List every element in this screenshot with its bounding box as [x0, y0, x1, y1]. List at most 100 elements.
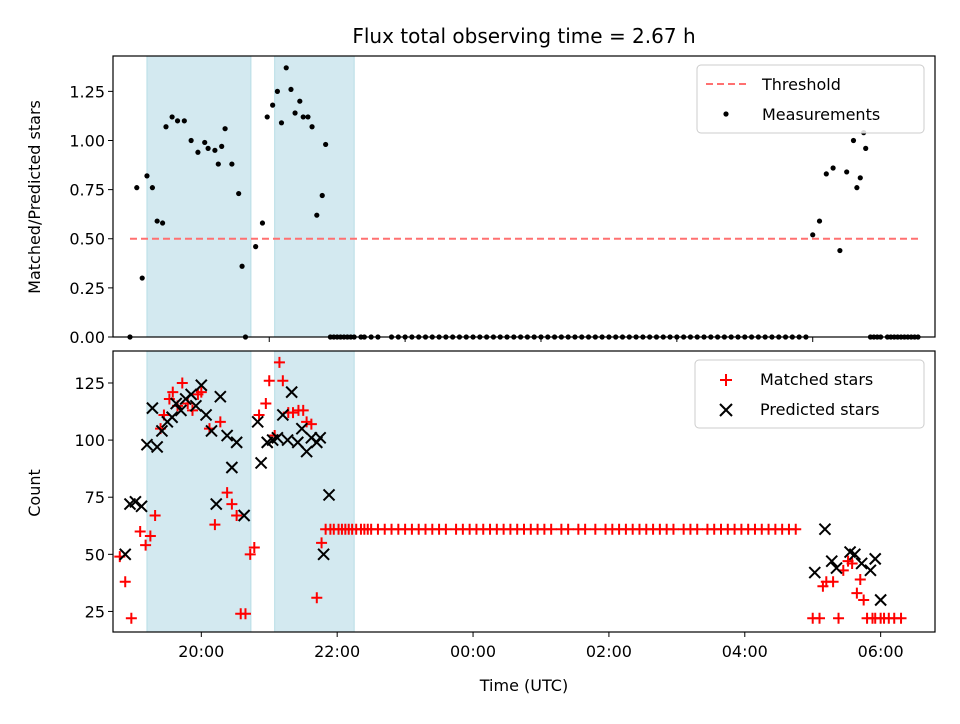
bottom-axes-frame [112, 350, 936, 633]
measurement-point [288, 86, 294, 93]
predicted-star-marker [150, 440, 164, 454]
matched-star-marker [440, 523, 452, 535]
measurement-point [823, 171, 829, 177]
predicted-star-marker [848, 548, 862, 561]
legend-matched-swatch [720, 374, 732, 386]
matched-star-marker [149, 509, 161, 521]
x-tick-label: 00:00 [450, 642, 496, 661]
matched-star-marker [854, 573, 866, 585]
predicted-star-marker [281, 433, 294, 447]
measurement-point [323, 141, 329, 148]
measurement-point [264, 114, 270, 120]
measurement-point [810, 232, 816, 238]
predicted-star-marker [195, 379, 208, 392]
predicted-star-marker [874, 593, 887, 607]
predicted-star-marker [146, 401, 159, 415]
measurement-point [283, 65, 289, 71]
matched-star-marker [244, 548, 256, 560]
y-tick-label: 0.00 [69, 328, 105, 347]
measurement-point [222, 126, 228, 132]
predicted-star-marker [225, 461, 239, 474]
measurement-point [292, 110, 298, 116]
predicted-star-marker [184, 388, 198, 401]
predicted-star-marker [322, 488, 336, 502]
predicted-star-marker [818, 522, 832, 536]
predicted-star-marker [313, 431, 327, 445]
matched-star-marker [667, 523, 679, 535]
predicted-star-marker [869, 552, 882, 566]
measurement-point [830, 165, 836, 171]
matched-star-marker [851, 587, 863, 599]
bottom-x-ticks: 20:00 22:00 00:00 02:00 04:00 06:00 [178, 632, 904, 661]
measurement-point [844, 169, 850, 175]
predicted-star-marker [129, 495, 142, 508]
matched-star-marker [545, 523, 557, 535]
matched-star-marker [273, 356, 285, 368]
predicted-star-marker [271, 431, 284, 445]
matched-star-marker [134, 525, 146, 537]
x-axis-label: Time (UTC) [479, 676, 568, 695]
top-legend-box [696, 64, 925, 134]
measurement-point [863, 145, 869, 151]
bottom-panel: 25 50 75 100 125 20:00 22:00 00:00 02:00 04:00 06… [25, 350, 936, 695]
predicted-star-marker [825, 554, 838, 568]
measurement-point [154, 218, 160, 224]
y-tick-label: 125 [74, 374, 105, 393]
predicted-star-marker [220, 429, 234, 442]
matched-star-marker [226, 498, 238, 510]
measurement-point [270, 102, 276, 108]
matched-star-marker [691, 523, 703, 535]
top-x-ticks [268, 337, 814, 342]
predicted-star-marker [300, 445, 313, 458]
predicted-star-marker [295, 422, 309, 435]
measurement-point [229, 161, 235, 167]
top-y-axis-label: Matched/Predicted stars [25, 100, 44, 294]
matched-star-marker [231, 509, 243, 521]
measurement-point [278, 120, 285, 126]
predicted-star-marker [205, 424, 218, 438]
legend-matched-label: Matched stars [760, 370, 873, 389]
matched-star-marker [260, 398, 272, 410]
legend-measurements-swatch [723, 111, 729, 117]
measurement-point [174, 118, 181, 124]
bottom-y-axis-label: Count [25, 469, 44, 517]
measurement-point [850, 137, 857, 144]
matched-star-marker [589, 523, 601, 535]
matched-star-marker [167, 386, 179, 398]
measurement-point [205, 145, 211, 151]
y-tick-label: 0.50 [69, 230, 105, 249]
measurement-point [163, 124, 169, 130]
legend-measurements-label: Measurements [762, 105, 880, 124]
predicted-star-marker [830, 561, 843, 575]
matched-star-marker [248, 541, 260, 553]
measurement-point [309, 124, 315, 130]
predicted-stars-series [119, 379, 887, 607]
matched-stars-series [114, 356, 907, 624]
measurement-point [188, 137, 194, 144]
predicted-star-marker [276, 408, 290, 422]
predicted-star-marker [189, 399, 203, 413]
measurement-point [202, 139, 208, 146]
top-panel: 0.00 0.25 0.50 0.75 1.00 1.25 Matched/Predict… [25, 55, 936, 347]
legend-threshold-label: Threshold [761, 75, 841, 94]
predicted-star-marker [119, 548, 132, 561]
bottom-legend-box [694, 359, 925, 429]
measurement-point [857, 175, 863, 181]
y-tick-label: 75 [85, 488, 105, 507]
x-tick-label: 20:00 [178, 642, 224, 661]
measurement-point [300, 114, 306, 120]
predicted-star-marker [285, 385, 298, 399]
predicted-star-marker [199, 408, 213, 422]
predicted-star-marker [210, 497, 223, 511]
matched-star-marker [287, 407, 299, 419]
measurement-point [319, 192, 325, 199]
matched-star-marker [814, 612, 826, 624]
shaded-region [146, 350, 252, 633]
y-tick-label: 1.00 [69, 131, 105, 150]
measurement-point [253, 244, 259, 250]
y-tick-label: 25 [85, 602, 105, 621]
y-tick-label: 50 [85, 545, 105, 564]
matched-star-marker [140, 539, 152, 551]
y-tick-label: 0.75 [69, 181, 105, 200]
y-tick-label: 0.25 [69, 279, 105, 298]
